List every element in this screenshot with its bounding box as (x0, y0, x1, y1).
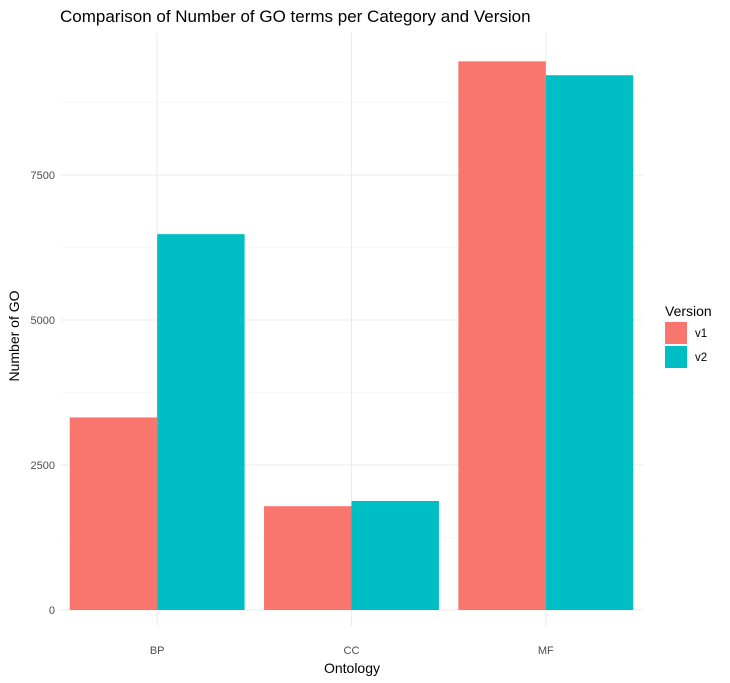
y-tick-label: 7500 (31, 170, 55, 182)
bar-mf-v2 (545, 75, 634, 611)
legend-label-v2: v2 (695, 352, 707, 364)
y-axis-title: Number of GO (6, 290, 22, 381)
bar-cc-v1 (264, 506, 352, 610)
y-tick-label: 2500 (31, 460, 55, 472)
bar-cc-v2 (351, 500, 439, 610)
x-axis-ticks: BP CC MF (150, 645, 554, 657)
bars (69, 61, 634, 611)
y-tick-label: 5000 (31, 315, 55, 327)
legend-key-v1 (665, 322, 687, 344)
bar-mf-v1 (458, 61, 546, 610)
y-axis-ticks: 0 2500 5000 7500 (31, 170, 55, 617)
legend: Version v1 v2 (665, 303, 712, 368)
x-tick-label: MF (538, 645, 554, 657)
legend-key-v2 (665, 346, 687, 368)
bar-bp-v2 (157, 234, 245, 610)
x-tick-label: CC (344, 645, 360, 657)
x-tick-label: BP (150, 645, 165, 657)
chart-title: Comparison of Number of GO terms per Cat… (60, 7, 531, 26)
legend-label-v1: v1 (695, 328, 707, 340)
bar-bp-v1 (69, 417, 158, 610)
y-tick-label: 0 (49, 605, 55, 617)
x-axis-title: Ontology (324, 660, 380, 676)
legend-title: Version (665, 303, 712, 319)
